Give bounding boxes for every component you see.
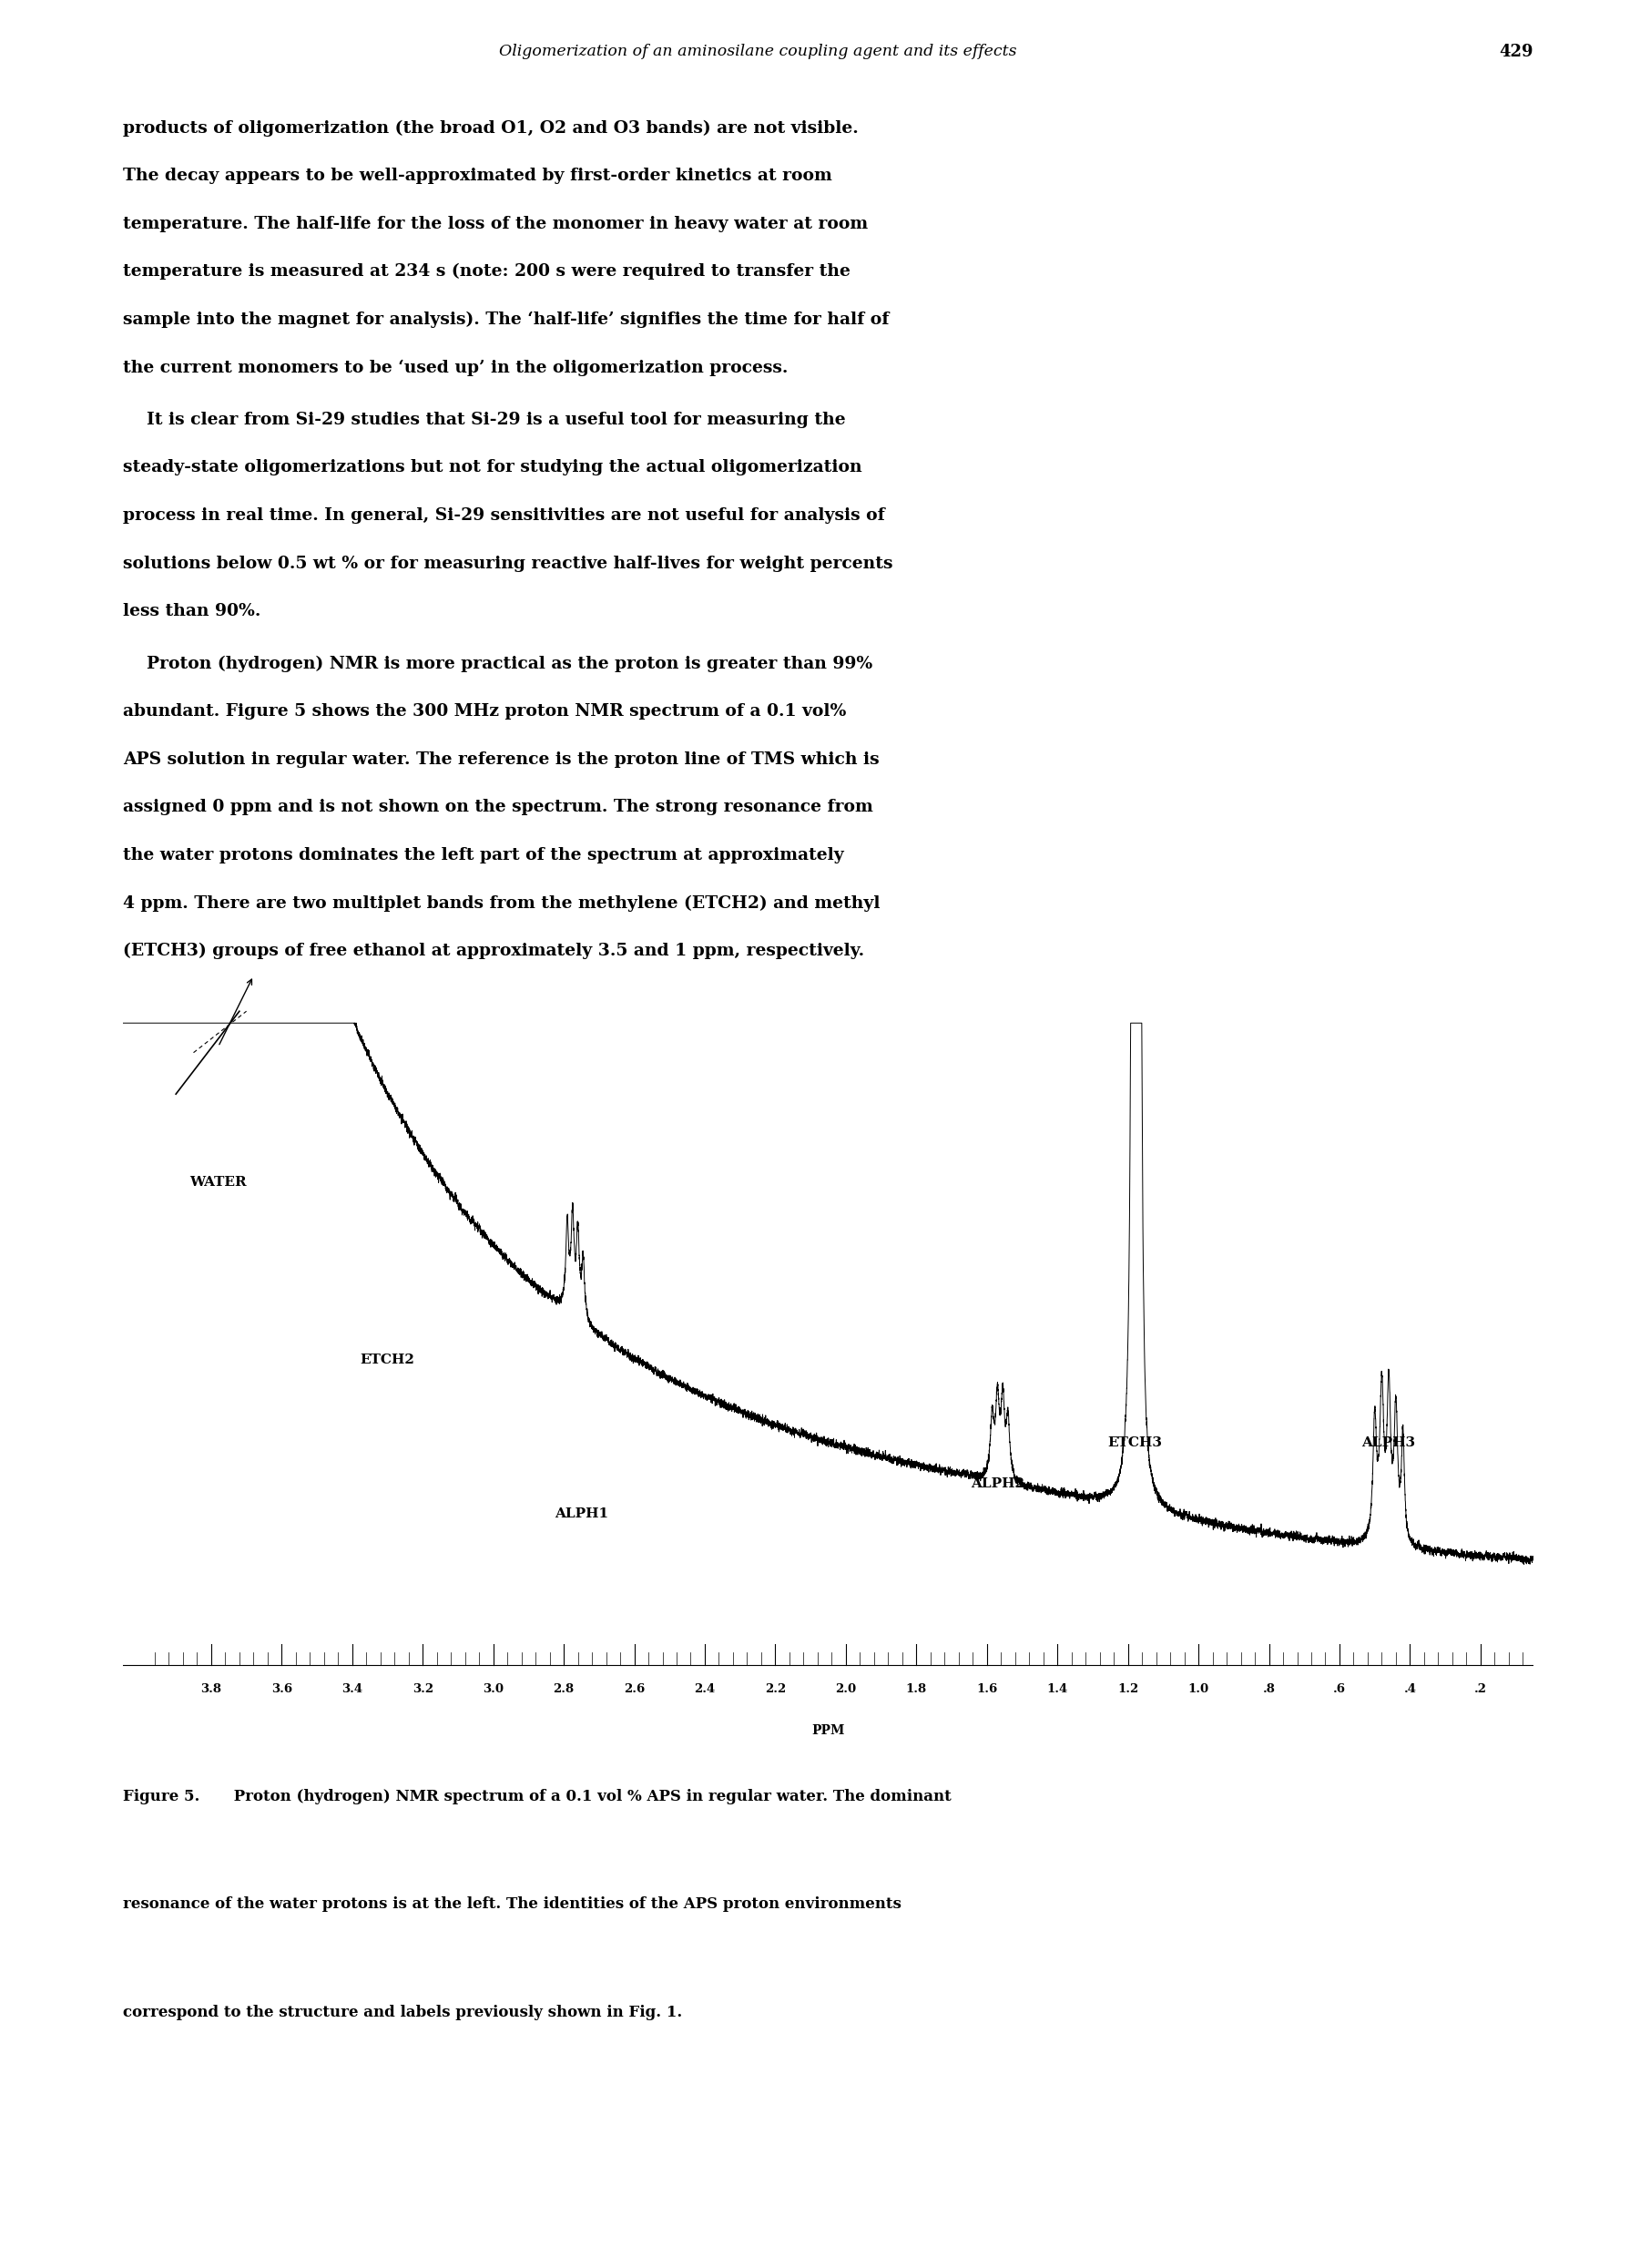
Text: 4 ppm. There are two multiplet bands from the methylene (ETCH2) and methyl: 4 ppm. There are two multiplet bands fro… bbox=[123, 896, 881, 912]
Text: 1.0: 1.0 bbox=[1187, 1683, 1209, 1694]
Text: 0.45 ppm, respectively, and are labeled as ALPH1, ALPH2 and ALPH3. The: 0.45 ppm, respectively, and are labeled … bbox=[123, 1039, 833, 1055]
Text: solutions below 0.5 wt % or for measuring reactive half-lives for weight percent: solutions below 0.5 wt % or for measurin… bbox=[123, 556, 892, 572]
Text: the water protons dominates the left part of the spectrum at approximately: the water protons dominates the left par… bbox=[123, 846, 845, 864]
Text: 2.4: 2.4 bbox=[694, 1683, 715, 1694]
Text: 3.6: 3.6 bbox=[271, 1683, 292, 1694]
Text: abundant. Figure 5 shows the 300 MHz proton NMR spectrum of a 0.1 vol%: abundant. Figure 5 shows the 300 MHz pro… bbox=[123, 703, 846, 719]
Text: .2: .2 bbox=[1474, 1683, 1487, 1694]
Text: process in real time. In general, Si-29 sensitivities are not useful for analysi: process in real time. In general, Si-29 … bbox=[123, 508, 886, 524]
Text: 1.2: 1.2 bbox=[1117, 1683, 1138, 1694]
Text: 2.8: 2.8 bbox=[553, 1683, 574, 1694]
Text: It is clear from Si-29 studies that Si-29 is a useful tool for measuring the: It is clear from Si-29 studies that Si-2… bbox=[123, 411, 846, 429]
Text: liquid. They ‘disappear’ from the aqueous spectra because of rapid exchange: liquid. They ‘disappear’ from the aqueou… bbox=[123, 1279, 858, 1295]
Text: .4: .4 bbox=[1404, 1683, 1417, 1694]
Text: ALPH1: ALPH1 bbox=[554, 1508, 608, 1520]
Text: APS solution in regular water. The reference is the proton line of TMS which is: APS solution in regular water. The refer… bbox=[123, 751, 879, 767]
Text: ETCH3: ETCH3 bbox=[1107, 1436, 1163, 1449]
Text: 3.4: 3.4 bbox=[341, 1683, 362, 1694]
Text: WATER: WATER bbox=[190, 1177, 246, 1188]
Text: (ETCH3) groups of free ethanol at approximately 3.5 and 1 ppm, respectively.: (ETCH3) groups of free ethanol at approx… bbox=[123, 943, 864, 959]
Text: .8: .8 bbox=[1263, 1683, 1276, 1694]
Text: The decay appears to be well-approximated by first-order kinetics at room: The decay appears to be well-approximate… bbox=[123, 168, 831, 184]
Text: 2.0: 2.0 bbox=[835, 1683, 856, 1694]
Text: correspond to the structure and labels previously shown in Fig. 1.: correspond to the structure and labels p… bbox=[123, 2005, 682, 2021]
Text: temperature is measured at 234 s (note: 200 s were required to transfer the: temperature is measured at 234 s (note: … bbox=[123, 263, 851, 279]
Text: appears to be particularly sensitive to the degree of oligomerization. The: appears to be particularly sensitive to … bbox=[123, 1182, 822, 1200]
Text: ALPH2: ALPH2 bbox=[971, 1479, 1025, 1490]
Text: with the water protons which renders them invisible to NMR detection.: with the water protons which renders the… bbox=[123, 1327, 805, 1343]
Text: nitrogen protons are observed to resonate at approximately 1.2 ppm in the neat: nitrogen protons are observed to resonat… bbox=[123, 1229, 887, 1247]
Text: 1.4: 1.4 bbox=[1046, 1683, 1068, 1694]
Text: 1.6: 1.6 bbox=[976, 1683, 997, 1694]
Text: temperature. The half-life for the loss of the monomer in heavy water at room: temperature. The half-life for the loss … bbox=[123, 215, 868, 231]
Text: 3.0: 3.0 bbox=[482, 1683, 503, 1694]
Text: 3.2: 3.2 bbox=[412, 1683, 433, 1694]
Text: resonance of the water protons is at the left. The identities of the APS proton : resonance of the water protons is at the… bbox=[123, 1896, 902, 1912]
Text: Proton (hydrogen) NMR spectrum of a 0.1 vol % APS in regular water. The dominant: Proton (hydrogen) NMR spectrum of a 0.1 … bbox=[228, 1789, 951, 1803]
Text: 2.2: 2.2 bbox=[764, 1683, 786, 1694]
Text: assigned 0 ppm and is not shown on the spectrum. The strong resonance from: assigned 0 ppm and is not shown on the s… bbox=[123, 798, 872, 816]
Text: Figure 5.: Figure 5. bbox=[123, 1789, 200, 1803]
Text: adjacent to the silicon (also referred to as the ‘alpha’ carbon). Its lineshape: adjacent to the silicon (also referred t… bbox=[123, 1134, 846, 1152]
Text: the current monomers to be ‘used up’ in the oligomerization process.: the current monomers to be ‘used up’ in … bbox=[123, 358, 789, 376]
Text: less than 90%.: less than 90%. bbox=[123, 603, 261, 619]
Text: The three aliphatic protons of APS also show multiplet bands at 2.75, 1.55 and: The three aliphatic protons of APS also … bbox=[123, 991, 876, 1007]
Text: solution of APS in heavy water at room temperature. As discussed above, the: solution of APS in heavy water at room t… bbox=[123, 1427, 858, 1442]
Text: PPM: PPM bbox=[812, 1724, 845, 1737]
Text: products of oligomerization (the broad O1, O2 and O3 bands) are not visible.: products of oligomerization (the broad O… bbox=[123, 120, 859, 136]
Text: 3.8: 3.8 bbox=[200, 1683, 221, 1694]
Text: ALPH3 band is believed to originate from the protons on the carbon which is: ALPH3 band is believed to originate from… bbox=[123, 1086, 859, 1102]
Text: Oligomerization of an aminosilane coupling agent and its effects: Oligomerization of an aminosilane coupli… bbox=[499, 43, 1017, 59]
Text: 2.6: 2.6 bbox=[623, 1683, 645, 1694]
Text: sample into the magnet for analysis). The ‘half-life’ signifies the time for hal: sample into the magnet for analysis). Th… bbox=[123, 311, 889, 329]
Text: 429: 429 bbox=[1499, 43, 1533, 59]
Text: 1.8: 1.8 bbox=[905, 1683, 927, 1694]
Text: ETCH2: ETCH2 bbox=[361, 1354, 415, 1365]
Text: Figure 6 shows the three upfield lines of the Proton NMR of a 50 wt %: Figure 6 shows the three upfield lines o… bbox=[123, 1379, 818, 1395]
Text: steady-state oligomerizations but not for studying the actual oligomerization: steady-state oligomerizations but not fo… bbox=[123, 460, 863, 476]
Text: ALPH3: ALPH3 bbox=[1361, 1436, 1415, 1449]
Text: .6: .6 bbox=[1333, 1683, 1346, 1694]
Text: Proton (hydrogen) NMR is more practical as the proton is greater than 99%: Proton (hydrogen) NMR is more practical … bbox=[123, 655, 872, 671]
